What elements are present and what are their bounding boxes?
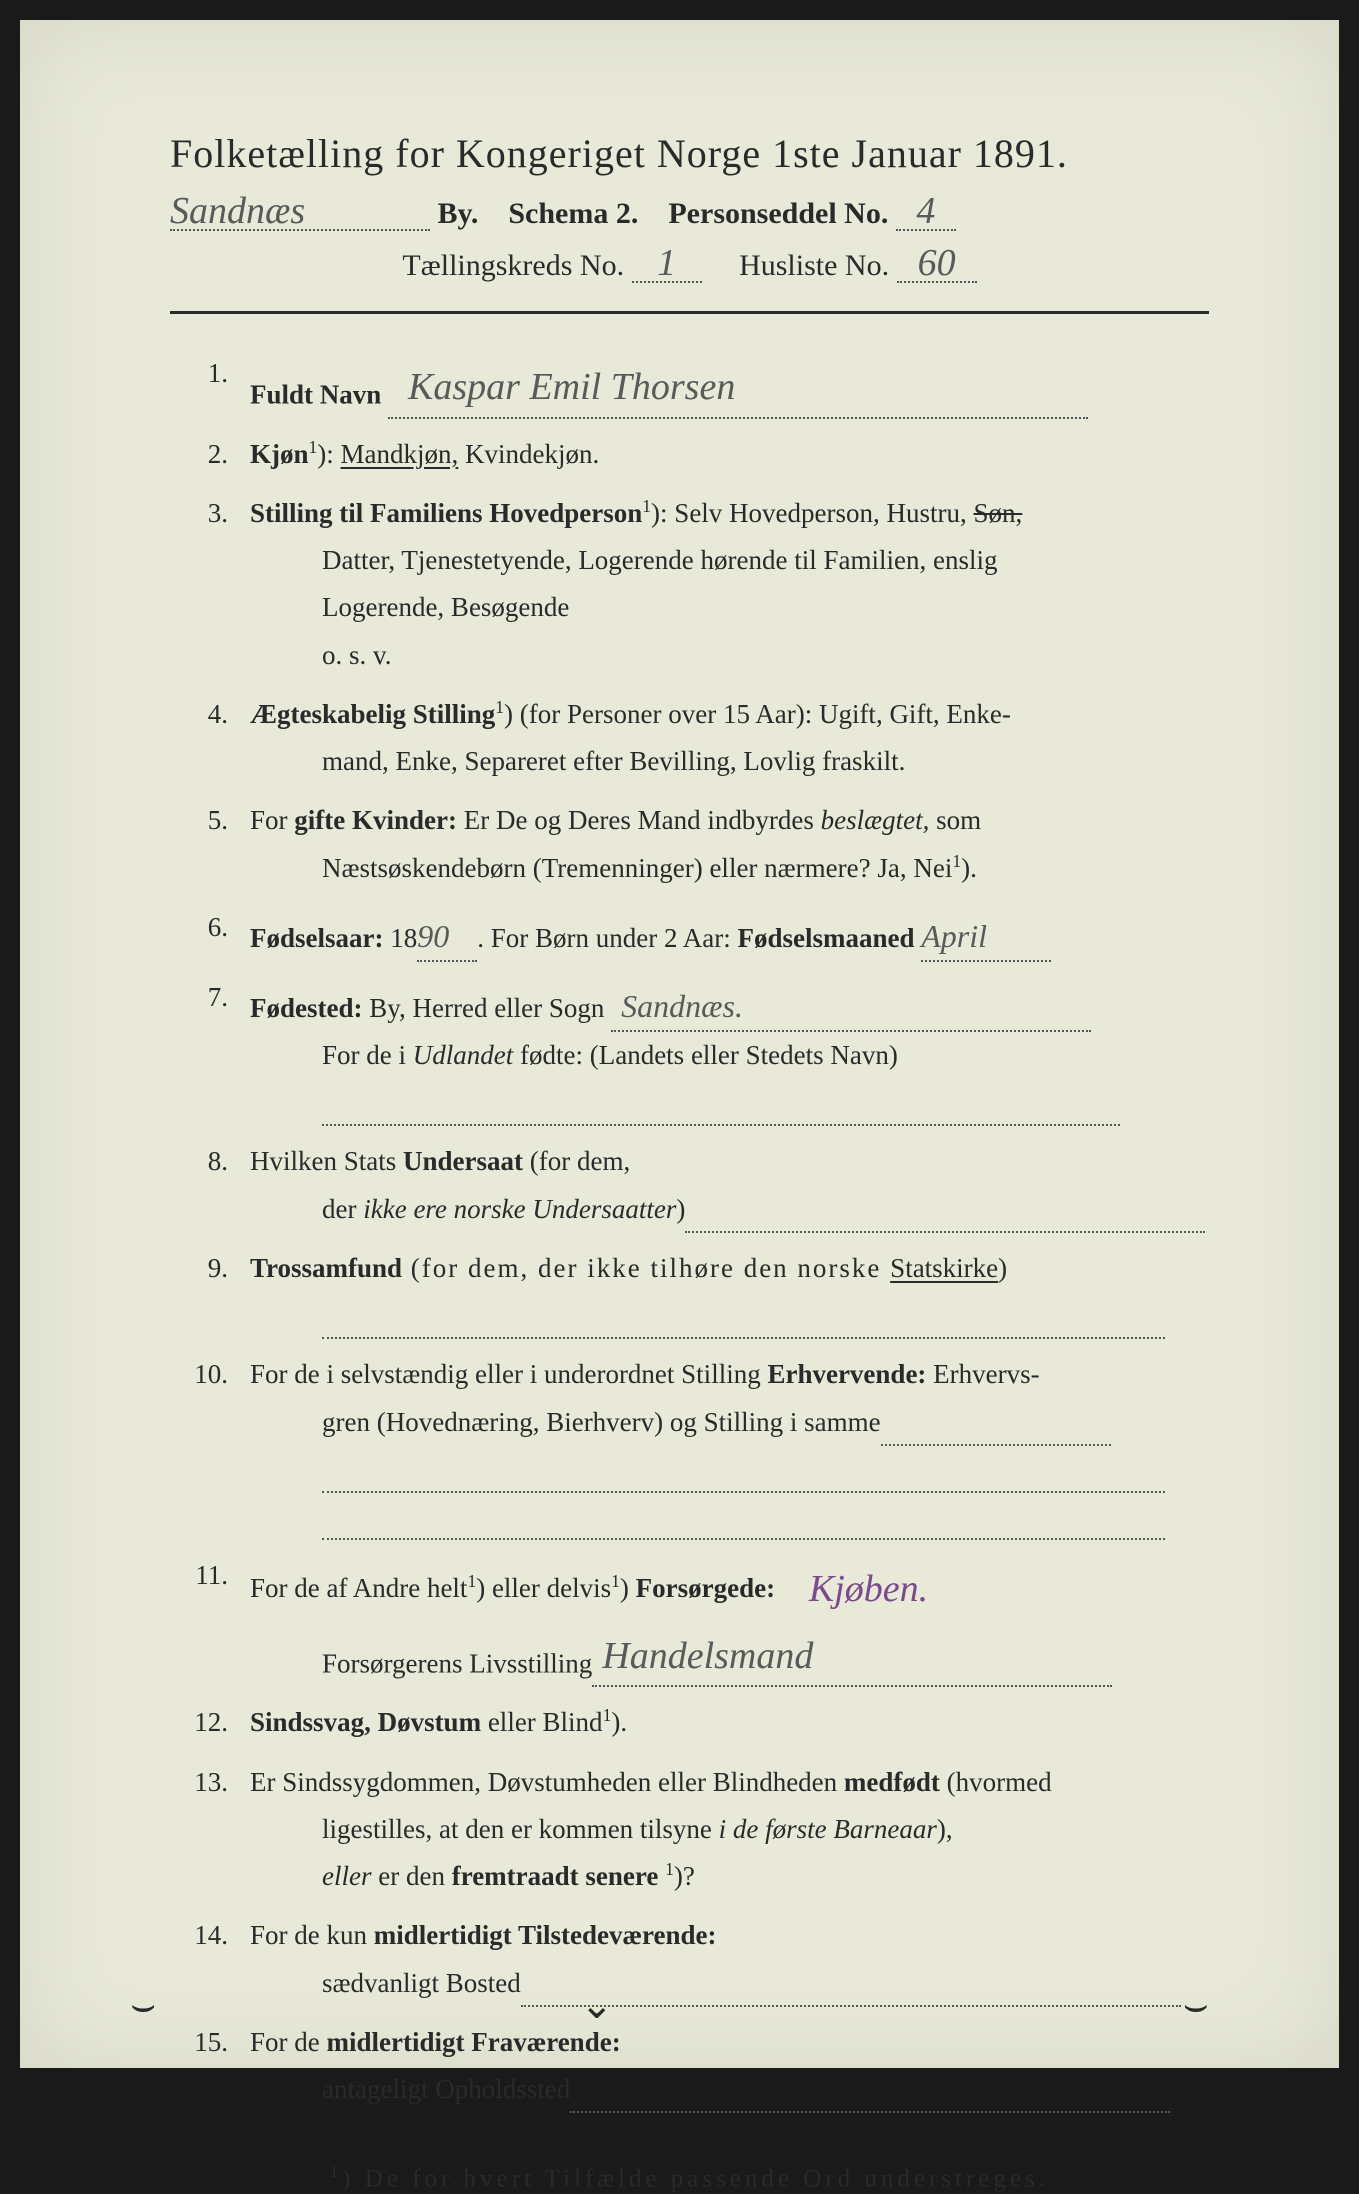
item-num: 12. [180, 1699, 250, 1746]
item-11: 11. For de af Andre helt1) eller delvis1… [180, 1552, 1209, 1687]
item-4: 4. Ægteskabelig Stilling1) (for Personer… [180, 691, 1209, 786]
husliste-label: Husliste No. [739, 249, 889, 282]
item-12: 12. Sindssvag, Døvstum eller Blind1). [180, 1699, 1209, 1746]
item-1: 1. Fuldt Navn Kaspar Emil Thorsen [180, 350, 1209, 419]
label-disability: Sindssvag, Døvstum [250, 1707, 481, 1737]
kreds-no: 1 [657, 242, 676, 284]
label-sex: Kjøn [250, 439, 309, 469]
item-num: 3. [180, 490, 250, 679]
kreds-label: Tællingskreds No. [402, 249, 624, 282]
line: Datter, Tjenestetyende, Logerende hørend… [250, 537, 1209, 584]
item-num: 8. [180, 1138, 250, 1233]
birthplace-value: Sandnæs. [621, 988, 743, 1024]
footnote: 1) De for hvert Tilfælde passende Ord un… [170, 2163, 1209, 2193]
divider [170, 311, 1209, 314]
item-7: 7. Fødested: By, Herred eller Sogn Sandn… [180, 974, 1209, 1127]
item-10: 10. For de i selvstændig eller i underor… [180, 1351, 1209, 1540]
item-num: 15. [180, 2019, 250, 2114]
item-num: 4. [180, 691, 250, 786]
label-religion: Trossamfund [250, 1253, 402, 1283]
husliste-no: 60 [918, 242, 956, 284]
supported-value2: Handelsmand [602, 1635, 813, 1677]
label-relation: Stilling til Familiens Hovedperson [250, 498, 642, 528]
item-13: 13. Er Sindssygdommen, Døvstumheden elle… [180, 1759, 1209, 1901]
schema-label: Schema 2. [508, 197, 638, 230]
line: Logerende, Besøgende [250, 584, 1209, 631]
item-15: 15. For de midlertidigt Fraværende: anta… [180, 2019, 1209, 2114]
item-num: 10. [180, 1351, 250, 1540]
label-birthplace: Fødested: [250, 993, 362, 1023]
by-value: Sandnæs [170, 190, 305, 232]
personseddel-no: 4 [916, 190, 935, 232]
item-num: 7. [180, 974, 250, 1127]
personseddel-label: Personseddel No. [668, 197, 888, 230]
sex-male: Mandkjøn, [341, 439, 459, 469]
item-num: 1. [180, 350, 250, 419]
item-num: 9. [180, 1245, 250, 1340]
item-num: 14. [180, 1912, 250, 2007]
item-num: 5. [180, 797, 250, 892]
item-num: 11. [180, 1552, 250, 1687]
item-num: 6. [180, 904, 250, 962]
supported-value1: Kjøben. [809, 1568, 928, 1610]
item-6: 6. Fødselsaar: 1890. For Børn under 2 Aa… [180, 904, 1209, 962]
tear-mark-center: ⌄ [580, 1981, 614, 2028]
item-num: 2. [180, 431, 250, 478]
census-form-page: Folketælling for Kongeriget Norge 1ste J… [20, 20, 1339, 2068]
line: mand, Enke, Separeret efter Bevilling, L… [250, 738, 1209, 785]
label-name: Fuldt Navn [250, 379, 381, 409]
item-2: 2. Kjøn1): Mandkjøn, Kvindekjøn. [180, 431, 1209, 478]
header-line-1: Sandnæs By. Schema 2. Personseddel No. 4 [170, 185, 1209, 231]
label-birthyear: Fødselsaar: [250, 923, 383, 953]
item-3: 3. Stilling til Familiens Hovedperson1):… [180, 490, 1209, 679]
birthyear-value: 90 [417, 918, 449, 954]
item-8: 8. Hvilken Stats Undersaat (for dem, der… [180, 1138, 1209, 1233]
form-items: 1. Fuldt Navn Kaspar Emil Thorsen 2. Kjø… [180, 350, 1209, 2113]
relation-son: Søn, [974, 498, 1023, 528]
header-line-2: Tællingskreds No. 1 Husliste No. 60 [170, 237, 1209, 283]
item-14: 14. For de kun midlertidigt Tilstedevære… [180, 1912, 1209, 2007]
line: o. s. v. [250, 632, 1209, 679]
tear-mark-right: ⌣ [1183, 1981, 1209, 2028]
birthmonth-value: April [921, 918, 987, 954]
main-title: Folketælling for Kongeriget Norge 1ste J… [170, 130, 1209, 177]
value-name: Kaspar Emil Thorsen [408, 366, 735, 408]
item-9: 9. Trossamfund (for dem, der ikke tilhør… [180, 1245, 1209, 1340]
item-5: 5. For gifte Kvinder: Er De og Deres Man… [180, 797, 1209, 892]
tear-mark-left: ⌣ [130, 1981, 156, 2028]
label-marital: Ægteskabelig Stilling [250, 699, 495, 729]
sex-female: Kvindekjøn. [465, 439, 599, 469]
by-label: By. [438, 197, 479, 230]
item-num: 13. [180, 1759, 250, 1901]
